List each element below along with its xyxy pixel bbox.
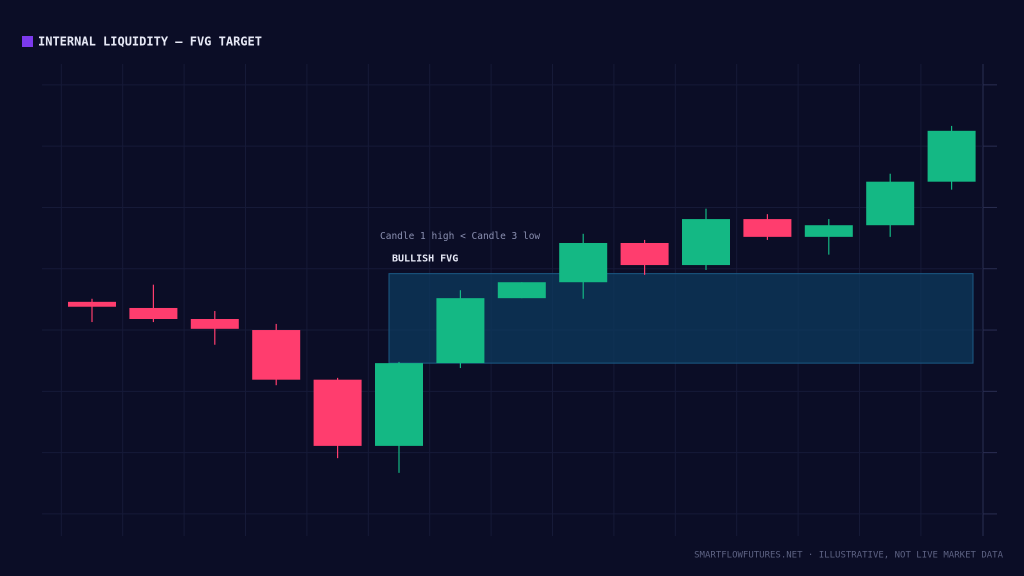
candle-body [497, 282, 546, 299]
candle-body [252, 330, 301, 380]
candle-body [743, 219, 792, 237]
candle-body [375, 363, 423, 446]
candle-body [866, 181, 915, 226]
fvg-annotation: Candle 1 high < Candle 3 low [380, 231, 540, 242]
candle-body [804, 225, 853, 237]
footer: SMARTFLOWFUTURES.NET · ILLUSTRATIVE, NOT… [694, 551, 1003, 561]
candle-body [68, 301, 116, 307]
title-icon [22, 36, 33, 47]
chart-title: INTERNAL LIQUIDITY — FVG TARGET [38, 35, 262, 49]
candle-body [620, 242, 669, 266]
fvg-zone [388, 273, 974, 364]
fvg-label: BULLISH FVG [392, 254, 458, 265]
candle-body [129, 307, 178, 320]
candle-body [927, 130, 976, 182]
candle-body [682, 219, 730, 266]
candle-body [190, 319, 239, 329]
candle-body [559, 242, 608, 283]
candle-body [313, 379, 362, 446]
candle-body [436, 298, 485, 364]
